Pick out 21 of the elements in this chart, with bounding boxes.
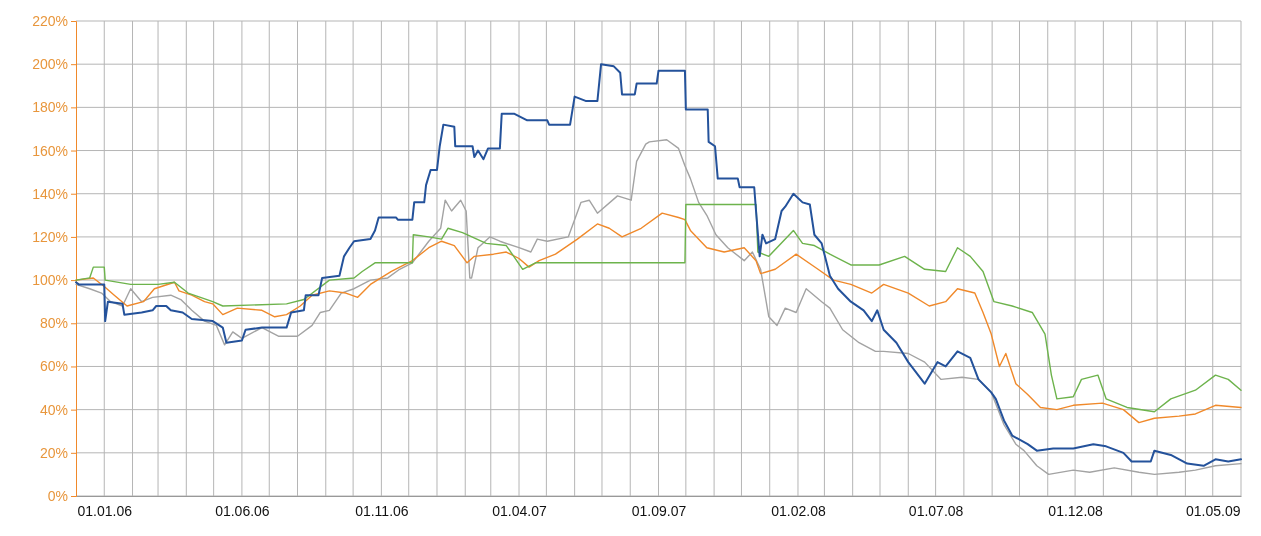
x-tick-label: 01.02.08	[771, 502, 826, 519]
y-tick-label: 80%	[39, 315, 68, 332]
y-tick-label: 100%	[32, 272, 68, 289]
x-tick-label: 01.04.07	[492, 502, 547, 519]
y-tick-label: 140%	[32, 185, 68, 202]
y-tick-label: 60%	[39, 358, 68, 375]
x-tick-label: 01.12.08	[1048, 502, 1104, 519]
x-tick-label: 01.11.06	[355, 502, 409, 519]
x-tick-label: 01.07.08	[908, 502, 964, 519]
y-tick-label: 0%	[47, 487, 68, 504]
y-tick-label: 40%	[39, 401, 68, 418]
x-tick-label: 01.06.06	[215, 502, 270, 519]
x-tick-label: 01.09.07	[631, 502, 687, 519]
y-tick-label: 160%	[32, 142, 68, 159]
x-tick-label: 01.01.06	[77, 502, 133, 519]
y-tick-label: 20%	[39, 444, 68, 461]
y-tick-label: 220%	[32, 12, 68, 29]
x-tick-label: 01.05.09	[1185, 502, 1241, 519]
y-tick-label: 120%	[32, 228, 68, 245]
y-tick-label: 180%	[32, 99, 68, 116]
y-tick-label: 200%	[32, 56, 68, 73]
